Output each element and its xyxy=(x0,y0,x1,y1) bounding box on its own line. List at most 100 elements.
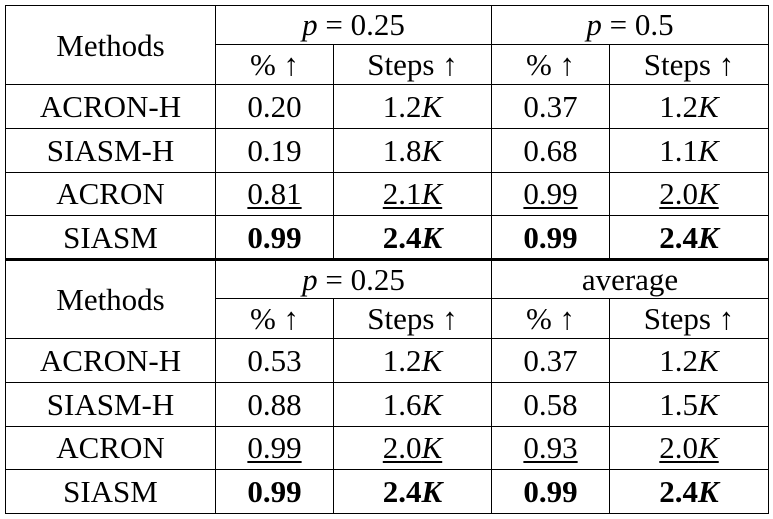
cell-unit: K xyxy=(421,474,443,510)
cell-unit: K xyxy=(421,386,443,422)
table-row: ACRON 0.81 2.1K 0.99 2.0K xyxy=(5,171,770,217)
cell-number: 1.5 xyxy=(659,386,699,422)
cell-unit: K xyxy=(698,386,719,422)
group-header-var: p xyxy=(586,7,602,43)
cell-number: 0.81 xyxy=(247,176,302,212)
percent-header: % ↑ xyxy=(491,297,611,340)
group-header: p = 0.5 xyxy=(491,5,770,45)
cell-value: 0.19 xyxy=(247,133,301,168)
value-cell: 0.37 xyxy=(491,84,611,129)
value-cell: 2.0K xyxy=(609,171,770,217)
cell-number: 1.2 xyxy=(382,343,422,379)
cell-unit: K xyxy=(421,89,443,125)
method-name: SIASM-H xyxy=(5,381,216,427)
cell-unit: K xyxy=(698,219,719,255)
cell-value: 2.1K xyxy=(383,176,442,211)
value-cell: 2.0K xyxy=(609,425,770,471)
methods-header: Methods xyxy=(5,4,216,86)
method-name: ACRON-H xyxy=(5,338,216,383)
cell-number: 1.2 xyxy=(382,89,422,125)
cell-number: 0.19 xyxy=(247,132,302,168)
cell-value: 1.2K xyxy=(383,343,442,378)
cell-value: 0.99 xyxy=(247,430,301,465)
table-row: SIASM 0.99 2.4K 0.99 2.4K xyxy=(5,469,770,514)
cell-value: 2.4K xyxy=(383,220,442,255)
value-cell: 1.5K xyxy=(609,381,770,427)
cell-value: 0.58 xyxy=(523,387,577,422)
cell-number: 1.2 xyxy=(659,343,699,379)
value-cell: 0.99 xyxy=(215,469,334,514)
percent-header: % ↑ xyxy=(215,43,334,86)
value-cell: 0.99 xyxy=(215,215,334,260)
cell-number: 0.99 xyxy=(247,219,302,255)
cell-number: 1.8 xyxy=(382,132,422,168)
cell-number: 2.4 xyxy=(382,474,422,510)
header-row: Methods p = 0.25 average xyxy=(5,257,770,340)
cell-value: 2.4K xyxy=(383,474,442,509)
value-cell: 2.4K xyxy=(609,215,770,260)
cell-value: 1.5K xyxy=(659,387,718,422)
cell-value: 0.53 xyxy=(247,343,301,378)
cell-unit: K xyxy=(698,474,719,510)
table-row: SIASM 0.99 2.4K 0.99 2.4K xyxy=(5,215,770,260)
group-header: p = 0.25 xyxy=(214,257,493,299)
cell-number: 0.99 xyxy=(523,474,578,510)
cell-value: 0.99 xyxy=(523,176,577,211)
group-header-value: 0.5 xyxy=(634,7,674,43)
value-cell: 1.1K xyxy=(609,127,770,173)
methods-header: Methods xyxy=(5,257,216,340)
value-cell: 0.99 xyxy=(215,425,334,471)
group-header: p = 0.25 xyxy=(214,5,493,45)
value-cell: 2.4K xyxy=(332,469,493,514)
cell-value: 0.99 xyxy=(247,220,301,255)
cell-number: 0.99 xyxy=(523,219,578,255)
steps-header: Steps ↑ xyxy=(332,297,493,340)
cell-number: 0.99 xyxy=(523,176,578,212)
cell-value: 2.0K xyxy=(383,430,442,465)
cell-number: 0.68 xyxy=(523,132,578,168)
cell-value: 2.0K xyxy=(659,176,718,211)
steps-header: Steps ↑ xyxy=(609,43,770,86)
value-cell: 0.99 xyxy=(491,469,611,514)
cell-value: 1.8K xyxy=(383,133,442,168)
group-header-value: 0.25 xyxy=(350,7,405,43)
cell-number: 0.58 xyxy=(523,386,578,422)
value-cell: 0.58 xyxy=(491,381,611,427)
value-cell: 2.4K xyxy=(332,215,493,260)
group-header-text: average xyxy=(581,261,679,297)
cell-value: 0.37 xyxy=(523,343,577,378)
steps-header: Steps ↑ xyxy=(332,43,493,86)
group-header-eq: = xyxy=(317,7,351,43)
cell-value: 0.68 xyxy=(523,133,577,168)
cell-unit: K xyxy=(698,176,719,212)
value-cell: 0.93 xyxy=(491,425,611,471)
cell-value: 1.6K xyxy=(383,387,442,422)
cell-number: 2.4 xyxy=(659,474,699,510)
cell-number: 2.0 xyxy=(659,430,699,466)
cell-value: 0.93 xyxy=(523,430,577,465)
method-name: ACRON xyxy=(5,425,216,471)
cell-value: 2.4K xyxy=(659,220,718,255)
cell-number: 2.4 xyxy=(659,219,699,255)
cell-number: 2.0 xyxy=(659,176,699,212)
cell-value: 0.37 xyxy=(523,89,577,124)
group-header-var: p xyxy=(302,7,318,43)
cell-number: 1.2 xyxy=(659,89,699,125)
cell-unit: K xyxy=(421,132,443,168)
value-cell: 0.68 xyxy=(491,127,611,173)
percent-header: % ↑ xyxy=(215,297,334,340)
group-header-eq: = xyxy=(317,261,351,297)
cell-number: 2.4 xyxy=(382,219,422,255)
value-cell: 0.20 xyxy=(215,84,334,129)
cell-unit: K xyxy=(698,430,719,466)
cell-unit: K xyxy=(421,430,443,466)
cell-number: 0.53 xyxy=(247,343,302,379)
value-cell: 2.4K xyxy=(609,469,770,514)
cell-value: 0.99 xyxy=(523,474,577,509)
group-header-value: 0.25 xyxy=(350,261,405,297)
method-name: SIASM xyxy=(5,469,216,514)
group-header: average xyxy=(491,257,770,299)
value-cell: 0.81 xyxy=(215,171,334,217)
group-header-eq: = xyxy=(601,7,635,43)
cell-unit: K xyxy=(421,176,443,212)
